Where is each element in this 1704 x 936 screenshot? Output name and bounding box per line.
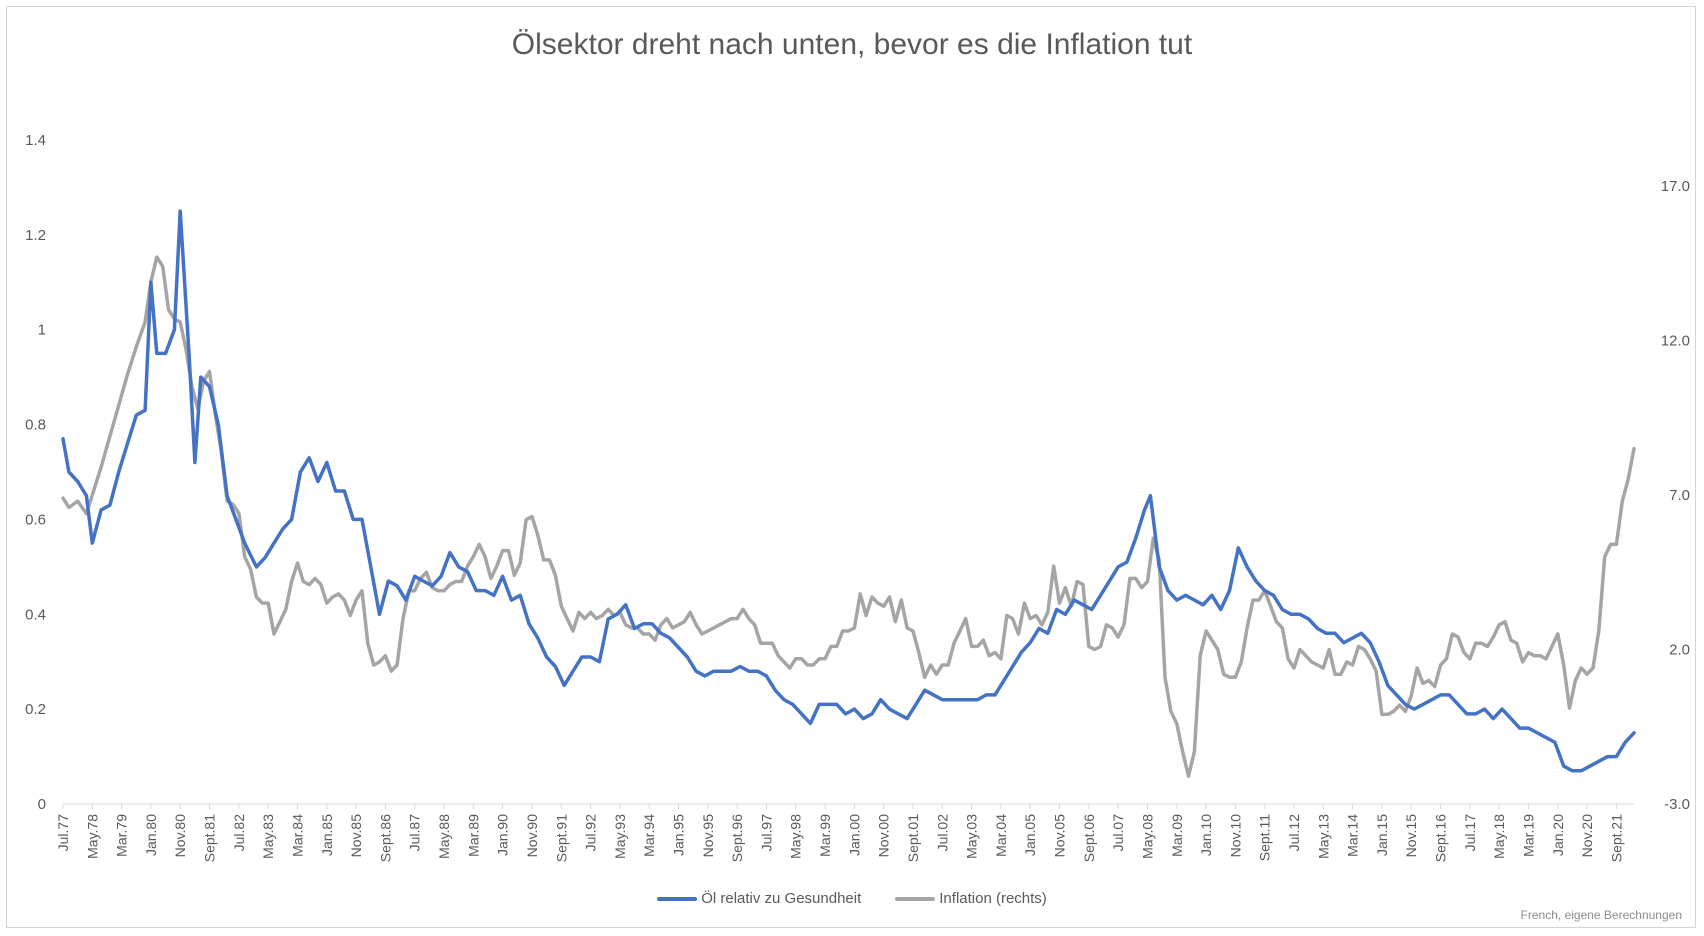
x-tick-label: Mar.09	[1169, 814, 1185, 857]
left-y-axis: 0 0.2 0.4 0.6 0.8 1 1.2 1.4	[25, 132, 46, 813]
x-tick-label: Jan.95	[671, 814, 687, 856]
x-tick-label: Nov.15	[1403, 814, 1419, 858]
x-tick-label: Jan.90	[495, 814, 511, 856]
x-tick-label: Jul.82	[231, 814, 247, 852]
legend-item-oil: Öl relativ zu Gesundheit	[657, 890, 861, 907]
x-tick-label: May.88	[436, 814, 452, 859]
x-tick-label: Jan.15	[1374, 814, 1390, 856]
right-tick-label: 2.0	[1669, 642, 1690, 659]
x-tick-label: Nov.00	[876, 814, 892, 858]
x-tick-label: Mar.14	[1345, 814, 1361, 857]
x-tick-label: Jul.02	[934, 814, 950, 852]
x-tick-label: Sept.16	[1433, 814, 1449, 862]
right-tick-label: 7.0	[1669, 487, 1690, 504]
x-tick-label: Sept.96	[729, 814, 745, 862]
x-tick-label: Jul.97	[758, 814, 774, 852]
x-axis: Jul.77 May.78 Mar.79 Jan.80 Nov.80 Sept.81 Jul…	[55, 804, 1624, 862]
x-tick-label: Nov.80	[172, 814, 188, 858]
x-tick-label: Jan.10	[1198, 814, 1214, 856]
left-tick-label: 0.6	[25, 511, 46, 528]
right-tick-label: 17.0	[1661, 178, 1690, 195]
x-tick-label: Mar.19	[1520, 814, 1536, 857]
x-tick-label: Jan.20	[1550, 814, 1566, 856]
x-tick-label: Nov.05	[1052, 814, 1068, 858]
x-tick-label: Sept.21	[1608, 814, 1624, 862]
series-layer	[61, 209, 1636, 778]
right-tick-label: -3.0	[1664, 796, 1690, 813]
x-tick-label: Sept.86	[377, 814, 393, 862]
x-tick-label: May.03	[964, 814, 980, 859]
x-tick-label: May.13	[1315, 814, 1331, 859]
x-tick-label: May.98	[788, 814, 804, 859]
legend-swatch-inflation	[895, 896, 936, 901]
source-note: French, eigene Berechnungen	[1520, 908, 1682, 922]
x-tick-label: Jul.17	[1462, 814, 1478, 852]
x-tick-label: Jul.92	[583, 814, 599, 852]
left-tick-label: 0.2	[25, 701, 46, 718]
x-tick-label: Jan.80	[143, 814, 159, 856]
x-tick-label: Mar.04	[993, 814, 1009, 857]
x-tick-label: Nov.20	[1579, 814, 1595, 858]
x-tick-label: May.08	[1139, 814, 1155, 859]
legend: Öl relativ zu Gesundheit Inflation (rech…	[0, 890, 1704, 907]
right-y-axis: -3.0 2.0 7.0 12.0 17.0	[1661, 178, 1690, 813]
x-tick-label: May.18	[1491, 814, 1507, 859]
chart-frame	[6, 6, 1696, 928]
x-tick-label: Sept.91	[553, 814, 569, 862]
x-tick-label: Sept.81	[202, 814, 218, 862]
x-tick-label: Mar.94	[641, 814, 657, 857]
x-tick-label: Sept.11	[1257, 814, 1273, 861]
x-tick-label: Jul.12	[1286, 814, 1302, 852]
x-tick-label: Jan.85	[319, 814, 335, 856]
legend-label-inflation: Inflation (rechts)	[939, 890, 1047, 907]
left-tick-label: 1.2	[25, 227, 46, 244]
x-tick-label: May.78	[84, 814, 100, 859]
left-tick-label: 0.4	[25, 606, 46, 623]
x-tick-label: Jan.00	[846, 814, 862, 856]
x-tick-label: Sept.06	[1081, 814, 1097, 862]
x-tick-label: Jul.87	[407, 814, 423, 852]
chart-title: Ölsektor dreht nach unten, bevor es die …	[511, 28, 1193, 61]
legend-item-inflation: Inflation (rechts)	[895, 890, 1047, 907]
x-tick-label: Jul.07	[1110, 814, 1126, 852]
x-tick-label: Mar.79	[114, 814, 130, 857]
x-tick-label: Jan.05	[1022, 814, 1038, 856]
x-tick-label: Nov.90	[524, 814, 540, 858]
x-tick-label: May.93	[612, 814, 628, 859]
x-tick-label: Mar.99	[817, 814, 833, 857]
right-tick-label: 12.0	[1661, 333, 1690, 350]
x-tick-label: Mar.89	[465, 814, 481, 857]
left-tick-label: 1	[38, 322, 46, 339]
x-tick-label: Mar.84	[289, 814, 305, 857]
x-tick-label: Sept.01	[905, 814, 921, 862]
x-tick-label: Nov.85	[348, 814, 364, 858]
x-tick-label: Jul.77	[55, 814, 71, 852]
series-line-inflation	[61, 255, 1636, 778]
x-tick-label: Nov.10	[1227, 814, 1243, 858]
left-tick-label: 1.4	[25, 132, 46, 149]
legend-label-oil: Öl relativ zu Gesundheit	[701, 890, 862, 907]
left-tick-label: 0.8	[25, 417, 46, 434]
x-tick-label: May.83	[260, 814, 276, 859]
legend-swatch-oil	[657, 896, 698, 901]
x-tick-label: Nov.95	[700, 814, 716, 858]
left-tick-label: 0	[38, 796, 46, 813]
series-line-oil	[61, 209, 1636, 773]
